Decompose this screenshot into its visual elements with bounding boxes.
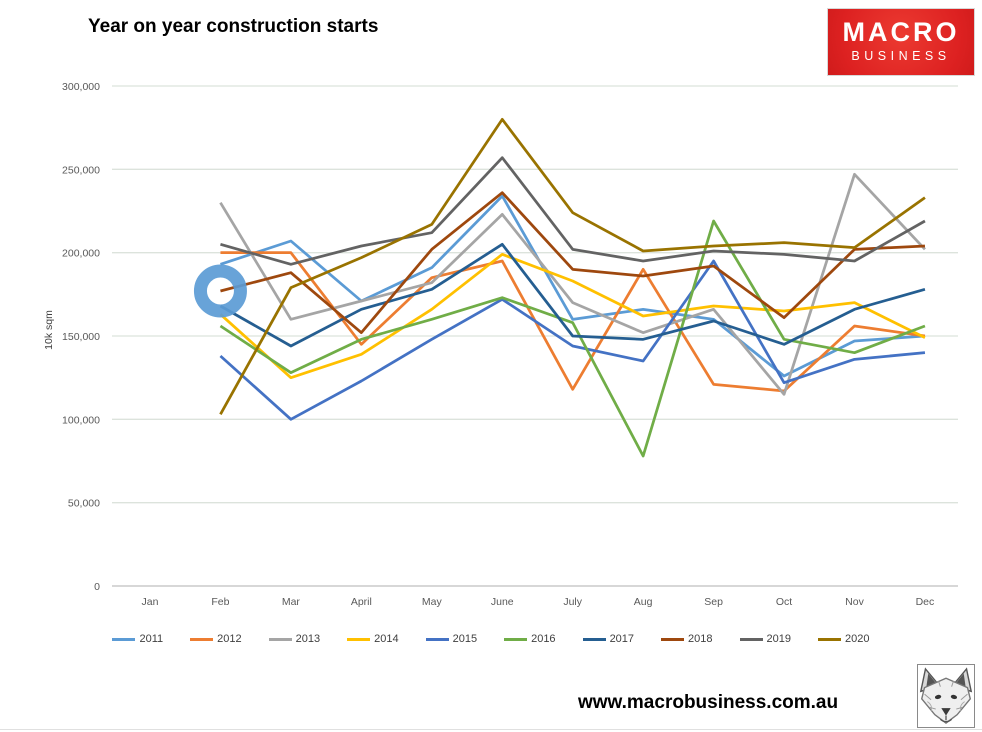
legend-swatch-2020: [818, 637, 842, 641]
legend-label: 2015: [452, 633, 478, 645]
legend-swatch-2014: [347, 637, 371, 641]
y-tick-label: 300,000: [62, 81, 100, 93]
x-tick-label: June: [491, 596, 514, 608]
legend-item-2011: 2011: [112, 633, 163, 645]
logo-text-business: BUSINESS: [851, 49, 951, 63]
fox-sketch-icon: [919, 667, 973, 724]
series-line-2018: [220, 191, 926, 335]
legend-swatch-2015: [425, 637, 449, 641]
legend-item-2014: 2014: [347, 633, 399, 645]
y-axis-title: 10k sqm: [43, 310, 55, 350]
x-tick-label: May: [422, 596, 443, 608]
macrobusiness-logo: MACRO BUSINESS: [827, 8, 975, 76]
bottom-divider: [0, 729, 982, 730]
legend-swatch-2018: [661, 637, 685, 641]
y-tick-label: 250,000: [62, 164, 100, 176]
series-line-2017: [219, 242, 926, 348]
legend-item-2017: 2017: [582, 633, 635, 645]
x-tick-label: Dec: [916, 596, 935, 608]
x-tick-label: Feb: [211, 596, 229, 608]
legend-item-2019: 2019: [739, 633, 792, 645]
legend-label: 2014: [374, 633, 399, 645]
legend-label: 2011: [139, 633, 164, 645]
x-tick-label: Sep: [704, 596, 723, 608]
construction-starts-line-chart: 0 50,000 100,000 150,000 200,000 250,000 300,0…: [43, 81, 958, 608]
y-tick-label: 50,000: [68, 498, 100, 510]
legend-label: 2016: [531, 633, 556, 645]
legend-label: 2017: [609, 633, 635, 645]
legend-swatch-2011: [112, 637, 136, 641]
y-tick-label: 0: [94, 581, 100, 593]
legend-item-2015: 2015: [425, 633, 478, 645]
legend-swatch-2019: [739, 637, 763, 641]
x-tick-label: April: [351, 596, 372, 608]
chart-title: Year on year construction starts: [88, 16, 379, 37]
series-line-2020: [219, 117, 926, 416]
fox-logo: [917, 664, 975, 728]
legend-label: 2020: [845, 633, 870, 645]
legend-swatch-2016: [504, 637, 528, 641]
legend-item-2020: 2020: [818, 633, 870, 645]
series-line-2014: [219, 252, 926, 380]
legend-label: 2012: [217, 633, 242, 645]
legend-label: 2019: [766, 633, 792, 645]
y-tick-label: 150,000: [62, 331, 100, 343]
legend-label: 2018: [688, 633, 713, 645]
x-tick-label: Mar: [282, 596, 301, 608]
legend-item-2013: 2013: [268, 633, 321, 645]
highlight-circle-annotation: [193, 264, 247, 318]
logo-text-macro: MACRO: [842, 17, 960, 47]
legend-item-2018: 2018: [661, 633, 713, 645]
x-tick-label: Nov: [845, 596, 864, 608]
series-line-2015: [219, 259, 926, 421]
series-line-2016: [219, 219, 926, 458]
legend-item-2012: 2012: [190, 633, 242, 645]
legend-swatch-2012: [190, 637, 214, 641]
x-tick-label: Jan: [142, 596, 159, 608]
legend-label: 2013: [295, 633, 321, 645]
series-line-2011: [220, 194, 926, 378]
y-tick-label: 200,000: [62, 248, 100, 260]
series-line-2019: [220, 156, 926, 266]
site-url: www.macrobusiness.com.au: [578, 692, 839, 713]
legend-item-2016: 2016: [504, 633, 556, 645]
x-tick-label: Oct: [776, 596, 792, 608]
series-line-2013: [219, 172, 926, 396]
y-tick-label: 100,000: [62, 414, 100, 426]
x-tick-label: July: [563, 596, 582, 608]
legend-swatch-2017: [582, 637, 606, 641]
x-tick-label: Aug: [634, 596, 653, 608]
chart-legend: 2011 2012 2013 2014 2015 2016 2017 2018 2019 2020: [0, 633, 982, 645]
legend-swatch-2013: [268, 637, 292, 641]
